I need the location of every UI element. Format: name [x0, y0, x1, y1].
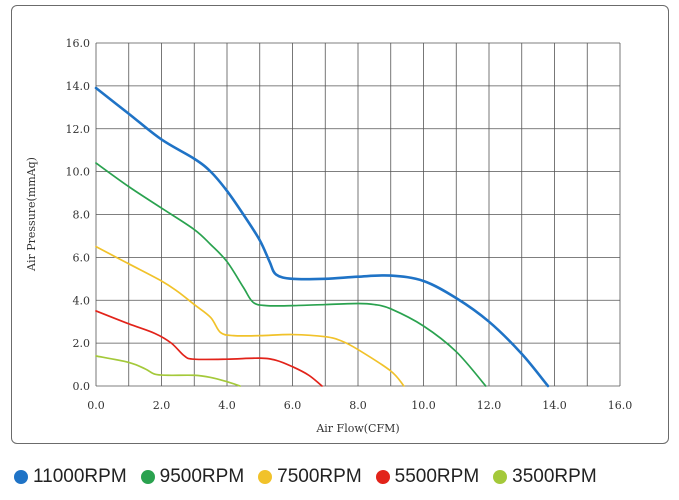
- x-tick-labels: 0.0 2.0 4.0 6.0 8.0 10.0 12.0 14.0 16.0: [87, 399, 632, 412]
- y-tick-label: 10.0: [66, 166, 91, 179]
- x-tick-label: 4.0: [218, 399, 236, 412]
- y-tick-label: 16.0: [66, 37, 91, 50]
- x-tick-label: 16.0: [608, 399, 633, 412]
- legend-item-5500rpm: 5500RPM: [375, 466, 480, 488]
- x-axis-label: Air Flow(CFM): [315, 422, 399, 435]
- series-line-3500rpm: [95, 355, 241, 387]
- legend-item-3500rpm: 3500RPM: [493, 466, 597, 488]
- chart-grid: [95, 42, 621, 387]
- series-line-9500rpm: [95, 162, 487, 387]
- legend-label: 5500RPM: [394, 466, 480, 487]
- legend-swatch: [493, 470, 508, 484]
- legend-label: 7500RPM: [277, 466, 362, 487]
- y-tick-label: 8.0: [73, 209, 91, 222]
- y-tick-labels: 0.0 2.0 4.0 6.0 8.0 10.0 12.0 14.0 16.0: [66, 37, 91, 393]
- y-axis-label: Air Pressure(mmAq): [25, 157, 38, 272]
- x-tick-label: 12.0: [477, 399, 502, 412]
- y-tick-label: 0.0: [73, 380, 91, 393]
- x-tick-label: 14.0: [542, 399, 567, 412]
- y-tick-label: 4.0: [73, 294, 91, 307]
- x-tick-label: 8.0: [349, 399, 367, 412]
- legend-item-7500rpm: 7500RPM: [258, 466, 362, 488]
- x-tick-label: 6.0: [284, 399, 302, 412]
- legend-label: 11000RPM: [33, 466, 127, 487]
- legend-swatch: [14, 470, 28, 484]
- series-line-11000rpm: [94, 86, 550, 388]
- y-tick-label: 12.0: [66, 123, 91, 136]
- legend-label: 3500RPM: [512, 466, 597, 487]
- chart-series-lines: [94, 86, 550, 388]
- y-tick-label: 2.0: [73, 337, 91, 350]
- y-tick-label: 6.0: [73, 251, 91, 264]
- x-tick-label: 0.0: [87, 399, 105, 412]
- x-tick-label: 2.0: [153, 399, 171, 412]
- legend-item-11000rpm: 11000RPM: [14, 466, 127, 488]
- series-line-7500rpm: [95, 245, 405, 387]
- legend-label: 9500RPM: [159, 466, 245, 487]
- series-line-5500rpm: [95, 310, 323, 387]
- legend-swatch: [375, 470, 390, 484]
- legend-item-9500rpm: 9500RPM: [140, 466, 245, 488]
- y-tick-label: 14.0: [66, 80, 91, 93]
- chart-plot: 0.0 2.0 4.0 6.0 8.0 10.0 12.0 14.0 16.0 0.0 2.0 4.…: [25, 37, 632, 435]
- x-tick-label: 10.0: [411, 399, 436, 412]
- chart-frame: [11, 5, 669, 444]
- legend-swatch: [140, 470, 155, 484]
- chart-legend: 11000RPM 9500RPM 7500RPM 5500RPM 3500RPM: [14, 464, 674, 490]
- legend-swatch: [258, 470, 273, 484]
